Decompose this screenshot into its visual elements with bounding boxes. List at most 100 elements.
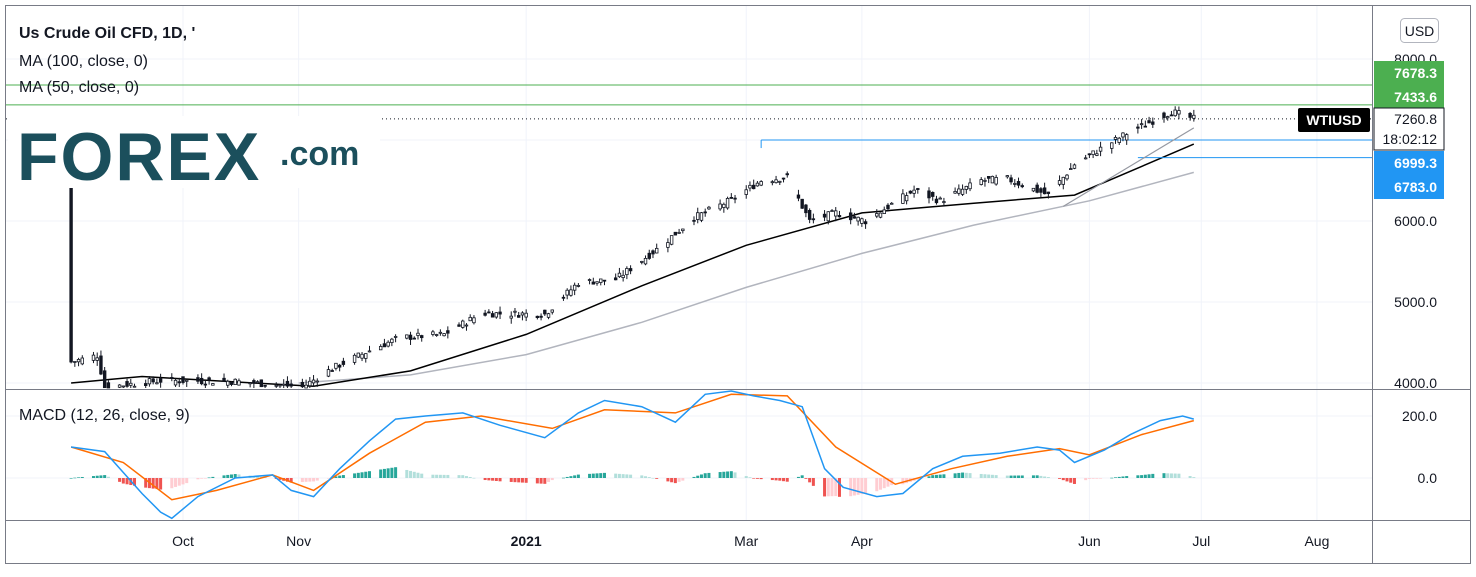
candle-up xyxy=(1031,187,1036,192)
candle-down xyxy=(539,315,543,318)
candle-down xyxy=(591,281,595,285)
candle-up xyxy=(1173,109,1177,117)
macd-bar xyxy=(1192,477,1196,478)
macd-bar xyxy=(707,472,711,478)
macd-bar xyxy=(1005,475,1009,478)
macd-bar xyxy=(629,474,633,478)
forex-logo-suffix: .com xyxy=(280,135,359,173)
candle-up xyxy=(778,180,782,183)
candle-up xyxy=(942,201,946,203)
candle-up xyxy=(390,338,394,343)
candle-up xyxy=(677,231,681,234)
candle-down xyxy=(908,190,913,194)
candle-down xyxy=(222,377,226,382)
macd-bar xyxy=(457,475,461,478)
macd-bar xyxy=(174,478,178,487)
candle-down xyxy=(628,268,633,272)
macd-bar xyxy=(91,476,95,478)
candle-up xyxy=(587,279,592,281)
candle-up xyxy=(438,331,443,334)
macd-bar xyxy=(1013,475,1017,478)
macd-bar xyxy=(300,478,304,483)
candle-up xyxy=(1121,132,1125,138)
macd-bar xyxy=(983,474,987,478)
candle-down xyxy=(886,204,890,210)
macd-bar xyxy=(386,468,390,478)
macd-bar xyxy=(703,473,707,478)
candle-down xyxy=(1020,185,1024,188)
macd-bar xyxy=(588,473,592,478)
currency-button[interactable]: USD xyxy=(1400,18,1439,43)
candle-up xyxy=(718,203,722,210)
candle-up xyxy=(494,312,499,318)
macd-bar xyxy=(207,477,211,479)
candle-up xyxy=(282,383,286,386)
candle-down xyxy=(986,176,991,179)
candle-down xyxy=(170,377,174,379)
macd-bar xyxy=(334,476,338,478)
candle-up xyxy=(472,317,476,324)
macd-bar xyxy=(312,478,316,482)
macd-bar xyxy=(304,478,308,482)
macd-bar xyxy=(1039,475,1043,478)
candle-down xyxy=(1136,126,1140,129)
candle-up xyxy=(957,188,961,194)
candle-down xyxy=(785,173,789,176)
macd-bar xyxy=(804,478,808,479)
candle-down xyxy=(1046,191,1051,194)
macd-bar xyxy=(987,474,991,478)
candle-down xyxy=(561,296,566,299)
candle-down xyxy=(822,213,827,218)
macd-bar xyxy=(1043,476,1047,478)
candle-up xyxy=(621,274,625,279)
macd-bar xyxy=(673,478,677,484)
macd-bar xyxy=(256,476,260,478)
candle-down xyxy=(252,380,256,384)
candle-up xyxy=(755,182,760,187)
time-tick-label: Oct xyxy=(172,533,194,549)
candle-down xyxy=(289,383,293,387)
macd-bar xyxy=(181,478,185,485)
candle-up xyxy=(91,354,96,361)
price-tick-label: 5000.0 xyxy=(1394,294,1437,310)
candle-up xyxy=(129,382,133,386)
candle-up xyxy=(367,350,372,353)
macd-bar xyxy=(729,471,733,478)
macd-bar xyxy=(412,471,416,478)
candle-down xyxy=(457,324,461,327)
candle-up xyxy=(278,384,282,387)
macd-bar xyxy=(177,478,181,486)
candle-down xyxy=(1039,188,1043,193)
macd-bar xyxy=(1046,477,1050,478)
macd-bar xyxy=(733,472,737,478)
macd-bar xyxy=(438,474,442,478)
candle-down xyxy=(487,311,491,314)
candle-up xyxy=(509,315,513,319)
macd-bar xyxy=(289,478,293,483)
candle-down xyxy=(382,343,387,348)
candle-up xyxy=(352,354,357,363)
candle-up xyxy=(237,380,241,386)
candle-up xyxy=(643,257,648,265)
candle-up xyxy=(1083,157,1088,160)
candle-down xyxy=(796,194,801,199)
macd-axis: 200.0 0.0 xyxy=(1402,408,1437,486)
macd-bar xyxy=(852,478,856,496)
candle-down xyxy=(408,334,413,340)
candle-down xyxy=(263,384,267,387)
time-tick-label: Nov xyxy=(286,533,311,549)
macd-bar xyxy=(1151,473,1155,478)
resistance-2-value: 7433.6 xyxy=(1394,89,1437,105)
candle-up xyxy=(248,382,252,385)
macd-bar xyxy=(968,473,972,478)
macd-bar xyxy=(934,474,938,478)
macd-bar xyxy=(573,475,577,478)
candle-up xyxy=(434,334,439,336)
macd-bar xyxy=(517,478,521,483)
candle-down xyxy=(1188,112,1192,118)
macd-bar xyxy=(446,474,450,478)
macd-bar xyxy=(602,472,606,478)
macd-bar xyxy=(491,478,495,481)
candle-up xyxy=(513,310,517,313)
